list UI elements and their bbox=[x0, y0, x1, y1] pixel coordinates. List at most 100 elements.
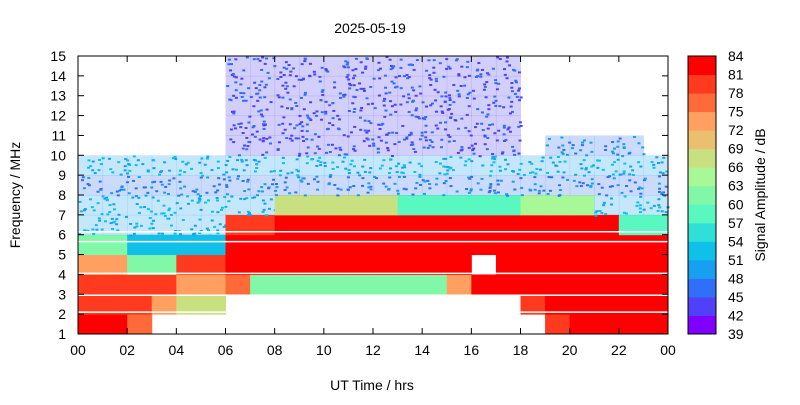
heatmap-speck bbox=[454, 119, 458, 122]
heatmap-speck bbox=[197, 200, 201, 203]
heatmap-speck bbox=[431, 102, 435, 105]
heatmap-speck bbox=[264, 83, 268, 86]
heatmap-speck bbox=[582, 159, 586, 162]
heatmap-speck bbox=[117, 189, 121, 192]
heatmap-speck bbox=[389, 100, 393, 103]
heatmap-speck bbox=[333, 86, 337, 89]
heatmap-speck bbox=[167, 192, 171, 195]
heatmap-speck bbox=[487, 104, 491, 107]
heatmap-speck bbox=[401, 125, 405, 128]
colorbar-band bbox=[688, 259, 716, 279]
colorbar-label: Signal Amplitude / dB bbox=[752, 128, 768, 261]
heatmap-speck bbox=[336, 114, 340, 117]
heatmap-cell bbox=[299, 234, 325, 256]
y-tick-label: 1 bbox=[58, 326, 66, 342]
heatmap-speck bbox=[247, 140, 251, 143]
heatmap-speck bbox=[255, 92, 259, 95]
heatmap-speck bbox=[92, 209, 96, 212]
heatmap-cell bbox=[299, 56, 325, 77]
heatmap-speck bbox=[387, 132, 391, 135]
heatmap-speck bbox=[361, 165, 365, 168]
heatmap-speck bbox=[313, 152, 317, 155]
heatmap-speck bbox=[557, 194, 561, 197]
heatmap-cell bbox=[495, 95, 521, 117]
chart-title: 2025-05-19 bbox=[334, 20, 406, 36]
heatmap-speck bbox=[253, 196, 257, 199]
heatmap-speck bbox=[402, 175, 406, 178]
colorbar-tick-label: 66 bbox=[728, 159, 744, 175]
heatmap-speck bbox=[133, 226, 137, 229]
heatmap-speck bbox=[90, 206, 94, 209]
heatmap-speck bbox=[116, 229, 120, 232]
heatmap-cell bbox=[569, 195, 595, 216]
heatmap-speck bbox=[285, 137, 289, 140]
heatmap-speck bbox=[148, 217, 152, 220]
heatmap-speck bbox=[330, 143, 334, 146]
heatmap-speck bbox=[557, 146, 561, 149]
heatmap-speck bbox=[313, 133, 317, 136]
heatmap-cell bbox=[348, 95, 374, 117]
heatmap-speck bbox=[166, 217, 170, 220]
heatmap-speck bbox=[303, 93, 307, 96]
heatmap-speck bbox=[359, 61, 363, 64]
heatmap-speck bbox=[87, 184, 91, 187]
heatmap-speck bbox=[468, 177, 472, 180]
heatmap-speck bbox=[303, 60, 307, 63]
heatmap-speck bbox=[326, 70, 330, 73]
heatmap-speck bbox=[485, 81, 489, 84]
heatmap-speck bbox=[660, 210, 664, 213]
heatmap-cell bbox=[594, 155, 620, 176]
heatmap-speck bbox=[610, 203, 614, 206]
heatmap-cell bbox=[397, 115, 423, 136]
heatmap-speck bbox=[467, 130, 471, 133]
heatmap-cell bbox=[495, 274, 521, 295]
heatmap-speck bbox=[205, 157, 209, 160]
heatmap-speck bbox=[297, 137, 301, 140]
heatmap-cell bbox=[471, 115, 497, 136]
heatmap-speck bbox=[398, 75, 402, 78]
heatmap-speck bbox=[434, 77, 438, 80]
heatmap-speck bbox=[124, 215, 128, 218]
heatmap-speck bbox=[467, 74, 471, 77]
heatmap-speck bbox=[363, 129, 367, 132]
heatmap-speck bbox=[620, 191, 624, 194]
heatmap-speck bbox=[234, 76, 238, 79]
colorbar-tick-label: 78 bbox=[728, 85, 744, 101]
heatmap-speck bbox=[137, 211, 141, 214]
heatmap-speck bbox=[310, 158, 314, 161]
heatmap-speck bbox=[243, 144, 247, 147]
heatmap-speck bbox=[503, 140, 507, 143]
heatmap-speck bbox=[232, 141, 236, 144]
heatmap-cell bbox=[127, 155, 153, 176]
heatmap-speck bbox=[443, 128, 447, 131]
heatmap-speck bbox=[312, 112, 316, 115]
heatmap-speck bbox=[93, 172, 97, 175]
heatmap-speck bbox=[369, 167, 373, 170]
heatmap-cell bbox=[151, 254, 177, 275]
heatmap-speck bbox=[445, 172, 449, 175]
heatmap-speck bbox=[205, 191, 209, 194]
heatmap-speck bbox=[278, 174, 282, 177]
heatmap-speck bbox=[251, 196, 255, 199]
heatmap-speck bbox=[314, 114, 318, 117]
heatmap-speck bbox=[449, 116, 453, 119]
heatmap-speck bbox=[115, 218, 119, 221]
heatmap-speck bbox=[439, 105, 443, 108]
heatmap-speck bbox=[324, 68, 328, 71]
heatmap-speck bbox=[123, 169, 127, 172]
heatmap-cell bbox=[643, 195, 669, 216]
heatmap-speck bbox=[498, 58, 502, 61]
heatmap-speck bbox=[457, 95, 461, 98]
heatmap-speck bbox=[481, 129, 485, 132]
heatmap-speck bbox=[415, 107, 419, 110]
heatmap-speck bbox=[579, 163, 583, 166]
heatmap-speck bbox=[126, 172, 130, 175]
heatmap-speck bbox=[413, 171, 417, 174]
heatmap-speck bbox=[368, 144, 372, 147]
heatmap-speck bbox=[537, 192, 541, 195]
heatmap-speck bbox=[198, 195, 202, 198]
heatmap-cell bbox=[397, 175, 423, 196]
heatmap-speck bbox=[245, 197, 249, 200]
heatmap-speck bbox=[499, 179, 503, 182]
heatmap-speck bbox=[511, 145, 515, 148]
